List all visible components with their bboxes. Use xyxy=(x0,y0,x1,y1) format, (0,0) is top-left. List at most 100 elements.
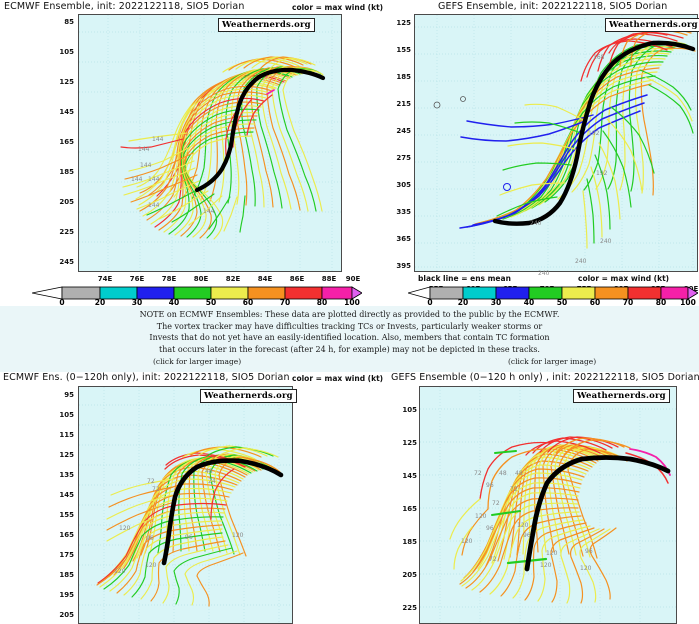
gefs-full-title: GEFS Ensemble, init: 2022122118, SIO5 Do… xyxy=(438,1,668,12)
cbar-tick: 100 xyxy=(680,298,696,307)
cbar-tick: 40 xyxy=(523,298,535,307)
gefs-full-tracks xyxy=(415,15,697,271)
ytick: 125 xyxy=(59,451,74,459)
xtick: 74E xyxy=(97,275,113,283)
ytick: 145 xyxy=(402,472,417,480)
ytick: 195 xyxy=(59,591,74,599)
ytick: 155 xyxy=(396,46,411,54)
ensemble-member-tracks xyxy=(120,56,324,240)
ytick: 105 xyxy=(402,406,417,414)
ytick: 215 xyxy=(396,100,411,108)
cbar-tick: 80 xyxy=(655,298,667,307)
ecmwf-120-title: ECMWF Ens. (0−120h only), init: 20221221… xyxy=(3,372,290,383)
ytick: 245 xyxy=(59,258,74,266)
ecmwf-120-plot-area[interactable] xyxy=(78,386,293,624)
ytick: 145 xyxy=(59,108,74,116)
ytick: 365 xyxy=(396,235,411,243)
click-larger-right[interactable]: (click for larger image) xyxy=(508,357,597,366)
gridlines xyxy=(420,387,676,623)
ecmwf-full-title: ECMWF Ensemble, init: 2022122118, SIO5 D… xyxy=(4,1,245,12)
ytick: 205 xyxy=(402,571,417,579)
ecmwf-120-tracks xyxy=(79,387,292,623)
cbar-tick: 80 xyxy=(316,298,328,307)
ecmwf-note: NOTE on ECMWF Ensembles: These data are … xyxy=(0,309,699,355)
ytick: 105 xyxy=(59,48,74,56)
ensemble-mean-track xyxy=(492,40,696,226)
cbar-tick: 20 xyxy=(94,298,106,307)
note-line-2: The vortex tracker may have difficulties… xyxy=(156,321,543,331)
ytick: 85 xyxy=(64,18,74,26)
cbar-tick: 60 xyxy=(589,298,601,307)
watermark-gefs-120: Weathernerds.org xyxy=(573,389,670,403)
ytick: 135 xyxy=(59,471,74,479)
cbar-tick: 50 xyxy=(205,298,217,307)
ytick: 155 xyxy=(59,511,74,519)
click-larger-left[interactable]: (click for larger image) xyxy=(153,357,242,366)
cbar-tick: 30 xyxy=(131,298,143,307)
ytick: 275 xyxy=(396,154,411,162)
ytick: 305 xyxy=(396,181,411,189)
note-strip-bg xyxy=(0,306,699,372)
cbar-tick: 0 xyxy=(427,298,433,307)
ytick: 185 xyxy=(402,538,417,546)
ytick: 105 xyxy=(59,411,74,419)
gefs-full-plot-area[interactable] xyxy=(414,14,698,272)
ytick: 115 xyxy=(59,431,74,439)
ytick: 245 xyxy=(396,127,411,135)
ensemble-member-tracks xyxy=(459,28,696,249)
ytick: 165 xyxy=(59,531,74,539)
colorbar-left-swatches xyxy=(32,286,362,300)
xtick: 88E xyxy=(321,275,337,283)
ytick: 175 xyxy=(59,551,74,559)
xtick: 80E xyxy=(193,275,209,283)
xtick: 78E xyxy=(161,275,177,283)
ytick: 205 xyxy=(59,611,74,619)
ytick: 185 xyxy=(396,73,411,81)
ytick: 125 xyxy=(396,19,411,27)
watermark-ecmwf-full: Weathernerds.org xyxy=(218,18,315,32)
cbar-tick: 40 xyxy=(168,298,180,307)
watermark-ecmwf-120: Weathernerds.org xyxy=(200,389,297,403)
ytick: 225 xyxy=(402,604,417,612)
ecmwf-full-color-caption: color = max wind (kt) xyxy=(292,3,384,12)
ecmwf-120-color-caption: color = max wind (kt) xyxy=(292,374,384,383)
cbar-tick: 20 xyxy=(457,298,469,307)
ytick: 125 xyxy=(402,439,417,447)
gefs-color-caption: color = max wind (kt) xyxy=(578,274,670,283)
note-line-3: Invests that do not yet have an easily-i… xyxy=(149,333,550,343)
cbar-tick: 30 xyxy=(490,298,502,307)
ensemble-mean-track xyxy=(194,67,326,193)
xtick: 84E xyxy=(257,275,273,283)
ensemble-member-tracks xyxy=(449,436,671,604)
ytick: 185 xyxy=(59,571,74,579)
ecmwf-full-plot-area[interactable] xyxy=(78,14,342,272)
ytick: 125 xyxy=(59,78,74,86)
xtick: 82E xyxy=(225,275,241,283)
note-line-1: NOTE on ECMWF Ensembles: These data are … xyxy=(139,310,560,319)
ytick: 205 xyxy=(59,198,74,206)
cbar-tick: 70 xyxy=(622,298,634,307)
gefs-120-plot-area[interactable] xyxy=(419,386,677,624)
gridlines xyxy=(79,387,292,623)
ensemble-member-tracks xyxy=(96,445,281,607)
gridlines xyxy=(415,15,697,271)
xtick: 90E xyxy=(345,275,361,283)
xtick: 76E xyxy=(129,275,145,283)
gefs-120-tracks xyxy=(420,387,676,623)
ytick: 95 xyxy=(64,391,74,399)
ytick: 335 xyxy=(396,208,411,216)
cbar-tick: 70 xyxy=(279,298,291,307)
ytick: 225 xyxy=(59,228,74,236)
xtick: 86E xyxy=(289,275,305,283)
ytick: 145 xyxy=(59,491,74,499)
ytick: 395 xyxy=(396,262,411,270)
cbar-tick: 100 xyxy=(344,298,360,307)
ytick: 165 xyxy=(59,138,74,146)
ytick: 165 xyxy=(402,505,417,513)
cbar-tick: 60 xyxy=(242,298,254,307)
ensemble-mean-track xyxy=(161,458,284,566)
cbar-tick: 50 xyxy=(556,298,568,307)
colorbar-right-swatches xyxy=(408,286,698,300)
note-line-4: that occurs later in the forecast (after… xyxy=(159,344,540,354)
